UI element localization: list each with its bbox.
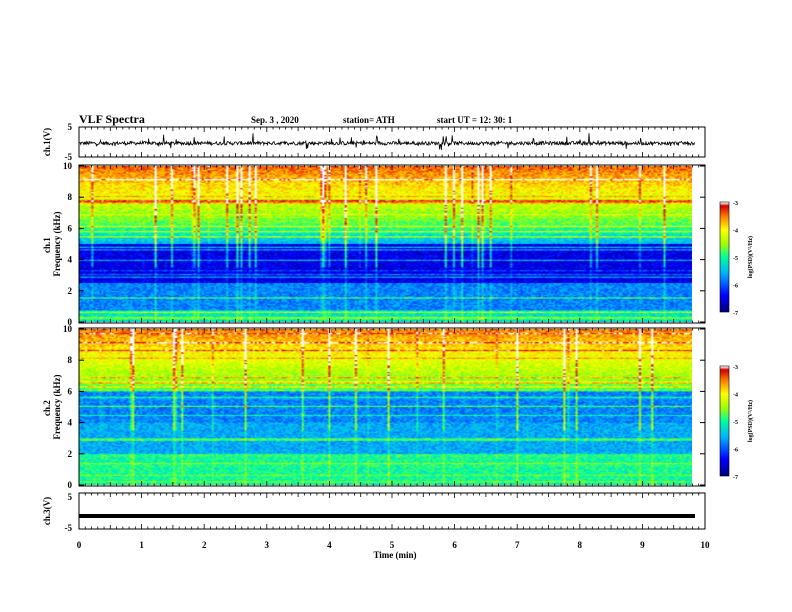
x-tick-label: 8 — [578, 540, 583, 550]
ch1-waveform-line — [78, 133, 695, 150]
ch3-ytick-top: 5 — [68, 492, 73, 502]
spectro-ytick-label: 6 — [68, 386, 73, 396]
ch3-waveform-frame — [78, 492, 706, 530]
ch1-colorbar-label: log(PSD)(V²/Hz) — [747, 236, 754, 278]
ch2-colorbar-label: log(PSD)(V²/Hz) — [747, 400, 754, 442]
ch2-spectrogram-image — [79, 329, 692, 485]
colorbar-tick-label: -7 — [733, 311, 738, 317]
ch1-spectro-ylabel: ch.1 Frequency (kHz) — [42, 211, 62, 276]
spectro-ytick-label: 0 — [68, 317, 73, 327]
colorbar-tick-label: -6 — [733, 448, 738, 454]
spectro-ytick-label: 10 — [63, 324, 73, 334]
colorbar-tick-label: -3 — [733, 365, 738, 371]
ch1-spectro-ylabel-line2: Frequency (kHz) — [52, 211, 62, 276]
ch1-spectro-ylabel-line1: ch.1 — [42, 237, 52, 253]
ch1-wave-ylabel: ch.1(V) — [42, 128, 52, 156]
colorbar-tick-label: -5 — [733, 256, 738, 262]
ch1-spectro-yticks: 0 2 4 6 8 10 — [63, 161, 705, 327]
ch2-spectro-ylabel-line2: Frequency (kHz) — [52, 374, 62, 439]
spectro-ytick-label: 4 — [68, 255, 73, 265]
ch2-colorbar-image — [720, 366, 729, 476]
x-tick-label: 10 — [701, 540, 711, 550]
ch3-ytick-bottom: -5 — [65, 523, 73, 533]
ch1-spectrogram-image — [79, 166, 692, 322]
ch1-ytick-bottom: -5 — [65, 152, 73, 162]
station-label: station= ATH — [343, 115, 395, 125]
x-axis-label: Time (min) — [373, 550, 416, 560]
figure-title: VLF Spectra — [79, 112, 145, 126]
ch2-spectro-ylabel-line1: ch.2 — [42, 400, 52, 416]
spectro-ytick-label: 2 — [68, 286, 73, 296]
x-axis-ticks — [78, 127, 706, 529]
x-tick-label: 4 — [327, 540, 332, 550]
colorbar-tick-label: -7 — [733, 475, 738, 481]
spectro-ytick-label: 6 — [68, 223, 73, 233]
colorbar-tick-label: -4 — [733, 393, 738, 399]
spectro-ytick-label: 0 — [68, 480, 73, 490]
x-tick-label: 3 — [265, 540, 270, 550]
spectro-ytick-label: 8 — [68, 192, 73, 202]
x-tick-label: 0 — [77, 540, 82, 550]
colorbar-tick-label: -6 — [733, 284, 738, 290]
x-tick-label: 9 — [640, 540, 645, 550]
colorbar-tick-label: -4 — [733, 229, 738, 235]
x-tick-label: 1 — [139, 540, 144, 550]
start-time-label: start UT = 12: 30: 1 — [437, 115, 513, 125]
spectro-ytick-label: 2 — [68, 449, 73, 459]
ch1-ytick-top: 5 — [68, 122, 73, 132]
x-tick-label: 7 — [515, 540, 520, 550]
ch2-spectro-ylabel: ch.2 Frequency (kHz) — [42, 374, 62, 439]
colorbar-tick-label: -3 — [733, 201, 738, 207]
spectro-ytick-label: 8 — [68, 355, 73, 365]
ch2-colorbar-frame — [719, 365, 730, 477]
ch3-wave-ylabel: ch.3(V) — [42, 497, 52, 525]
ch2-spectro-yticks: 0 2 4 6 8 10 — [63, 324, 705, 490]
x-tick-label: 6 — [452, 540, 457, 550]
colorbar-tick-label: -5 — [733, 420, 738, 426]
ch2-colorbar-ticks: -3 -4 -5 -6 -7 — [733, 365, 738, 481]
date-label: Sep. 3 , 2020 — [251, 115, 299, 125]
x-tick-label: 2 — [202, 540, 207, 550]
x-axis-tick-labels: 0 1 2 3 4 5 6 7 8 9 10 — [77, 540, 710, 550]
ch1-colorbar-frame — [719, 201, 730, 313]
x-tick-label: 5 — [390, 540, 395, 550]
spectro-ytick-label: 4 — [68, 418, 73, 428]
spectro-ytick-label: 10 — [63, 161, 73, 171]
ch1-colorbar-image — [720, 202, 729, 312]
ch1-colorbar-ticks: -3 -4 -5 -6 -7 — [733, 201, 738, 317]
